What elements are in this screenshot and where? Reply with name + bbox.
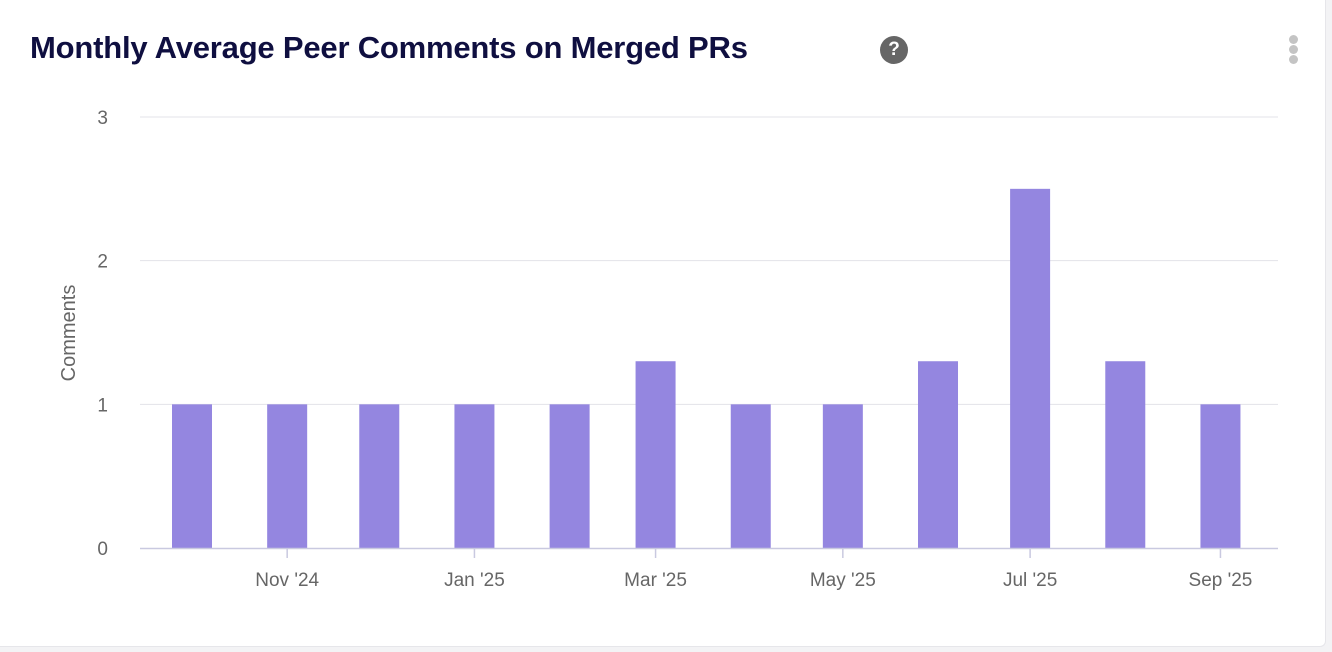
bar (549, 404, 590, 548)
x-tick-label: Jan '25 (444, 570, 505, 591)
bar (267, 404, 308, 548)
more-vertical-icon[interactable] (1286, 35, 1300, 65)
bar (822, 404, 863, 548)
x-tick-label: May '25 (810, 570, 876, 591)
x-tick-label: Nov '24 (255, 570, 319, 591)
y-tick-label: 3 (97, 108, 108, 129)
x-tick-label: Mar '25 (624, 570, 687, 591)
y-tick-label: 2 (97, 252, 108, 273)
bar (1010, 188, 1051, 549)
bar (1105, 361, 1146, 548)
bar (454, 404, 495, 548)
bar (730, 404, 771, 548)
bar (1200, 404, 1241, 548)
bar (918, 361, 959, 548)
y-tick-label: 1 (97, 395, 108, 416)
bar (172, 404, 212, 548)
y-tick-label: 0 (97, 539, 108, 560)
x-tick-label: Jul '25 (1003, 570, 1057, 591)
bar (635, 361, 676, 548)
bar (359, 404, 400, 548)
question-circle-icon[interactable]: ? (880, 36, 908, 64)
chart-title: Monthly Average Peer Comments on Merged … (30, 30, 748, 65)
y-axis-label: Comments (58, 285, 80, 382)
x-tick-label: Sep '25 (1189, 570, 1253, 591)
